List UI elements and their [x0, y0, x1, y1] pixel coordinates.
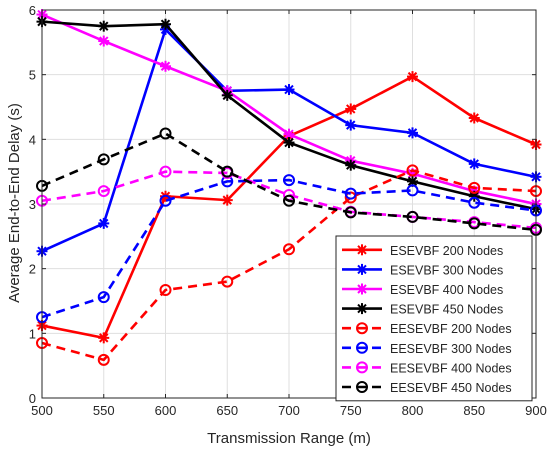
data-point [160, 60, 171, 72]
legend-swatch-marker [356, 361, 368, 374]
data-point [159, 194, 172, 207]
legend-item: EESEVBF 200 Nodes [342, 322, 512, 336]
y-tick-label: 1 [29, 326, 36, 341]
data-point [97, 353, 110, 366]
y-tick-label: 5 [29, 68, 36, 83]
legend-box [335, 235, 533, 402]
x-tick-label: 850 [463, 403, 485, 418]
x-tick-label: 700 [278, 403, 300, 418]
x-tick-label: 750 [340, 403, 362, 418]
axes: 500 550 600 650 700 750 800 850 900 0 1 2 3 4 5 6 [29, 3, 547, 418]
y-tick-label: 3 [29, 197, 36, 212]
data-point [283, 174, 295, 187]
data-point [159, 165, 172, 178]
x-tick-label: 550 [93, 403, 115, 418]
data-point [406, 210, 419, 223]
data-point [221, 89, 233, 101]
data-point [344, 187, 357, 200]
x-tick-label: 500 [31, 403, 53, 418]
data-point [283, 243, 295, 256]
legend-label: ESEVBF 400 Nodes [390, 283, 503, 297]
x-tick-label: 600 [155, 403, 177, 418]
data-point [344, 206, 357, 219]
y-tick-label: 4 [29, 132, 36, 147]
legend-item: EESEVBF 300 Nodes [342, 341, 512, 356]
legend-swatch-marker [356, 244, 368, 256]
series-line [41, 132, 537, 232]
y-tick-label: 6 [29, 3, 36, 18]
data-point [468, 158, 480, 170]
data-point [159, 284, 172, 297]
x-tick-label: 800 [402, 403, 424, 418]
data-point [283, 194, 295, 207]
series-line [41, 178, 537, 319]
legend-swatch-marker [356, 283, 368, 295]
legend-swatch-marker [356, 381, 368, 393]
y-tick-label: 2 [29, 262, 36, 277]
data-point [345, 103, 357, 115]
data-point [221, 194, 233, 206]
legend-label: ESEVBF 300 Nodes [390, 263, 503, 277]
data-point [97, 291, 110, 304]
data-point [345, 159, 357, 171]
data-point [468, 217, 481, 230]
data-point [98, 20, 110, 32]
data-point [98, 332, 110, 344]
legend-label: EESEVBF 200 Nodes [390, 322, 512, 336]
legend-label: EESEVBF 450 Nodes [390, 381, 512, 395]
data-point [468, 196, 481, 209]
legend-item: EESEVBF 450 Nodes [342, 381, 512, 395]
data-point [221, 165, 234, 178]
data-point [468, 181, 481, 194]
data-point [283, 137, 295, 149]
y-axis-title: Average End-to-End Delay (s) [6, 103, 23, 303]
series-line [41, 169, 537, 362]
data-point [406, 164, 419, 177]
data-point [98, 217, 110, 229]
data-point [98, 35, 110, 47]
data-point [283, 84, 295, 96]
legend-swatch-marker [356, 341, 368, 354]
data-point [345, 119, 357, 131]
y-tick-label: 0 [29, 391, 36, 406]
data-point [221, 275, 234, 288]
x-tick-label: 650 [216, 403, 238, 418]
legend: ESEVBF 200 Nodes ESEVBF 300 Nodes ESEVBF 4… [335, 235, 533, 402]
legend-label: ESEVBF 450 Nodes [390, 303, 503, 317]
legend-swatch-marker [356, 263, 368, 275]
legend-item: ESEVBF 400 Nodes [342, 283, 503, 297]
series-3 [36, 16, 542, 215]
series-layer [36, 9, 542, 366]
legend-item: EESEVBF 400 Nodes [342, 361, 512, 375]
data-point [97, 153, 110, 166]
data-point [468, 112, 480, 124]
legend-label: ESEVBF 200 Nodes [390, 244, 503, 258]
legend-swatch-marker [356, 303, 368, 315]
data-point [160, 18, 171, 30]
legend-item: ESEVBF 200 Nodes [342, 244, 503, 258]
legend-item: ESEVBF 300 Nodes [342, 263, 503, 277]
data-point [407, 127, 418, 139]
x-axis-title: Transmission Range (m) [207, 430, 371, 447]
legend-label: EESEVBF 300 Nodes [390, 342, 512, 356]
series-7 [36, 127, 542, 236]
data-point [159, 127, 172, 140]
data-point [97, 185, 110, 198]
legend-item: ESEVBF 450 Nodes [342, 303, 503, 317]
data-point [407, 71, 418, 83]
legend-swatch-marker [356, 322, 368, 335]
x-tick-label: 900 [525, 403, 547, 418]
legend-label: EESEVBF 400 Nodes [390, 361, 512, 375]
data-point [406, 184, 419, 197]
